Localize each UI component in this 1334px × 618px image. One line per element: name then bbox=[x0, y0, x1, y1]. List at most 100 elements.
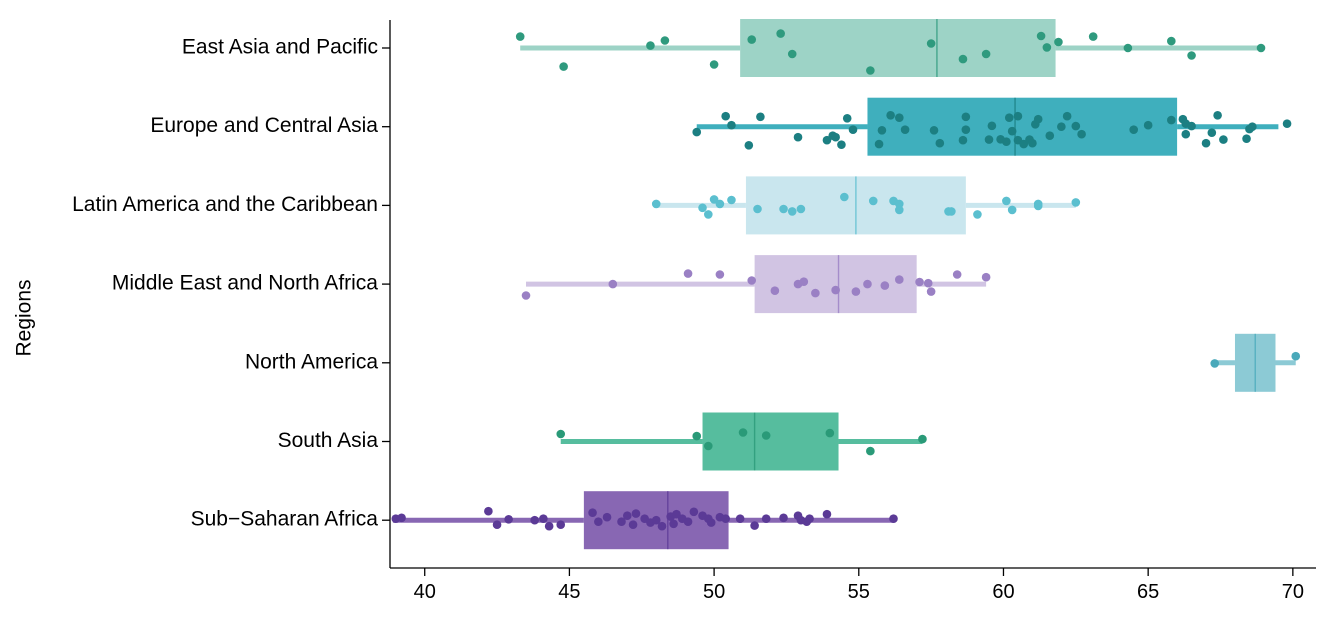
data-point-europe-and-central-asia bbox=[900, 125, 910, 134]
data-point-east-asia-and-pacific bbox=[1256, 43, 1266, 53]
data-point-middle-east-and-north-africa bbox=[831, 285, 840, 295]
category-label-sub-saharan-africa: Sub−Saharan Africa bbox=[191, 508, 379, 531]
data-point-east-asia-and-pacific bbox=[981, 49, 991, 59]
data-point-sub-saharan-africa bbox=[492, 520, 502, 529]
data-point-europe-and-central-asia bbox=[1002, 137, 1011, 146]
data-point-sub-saharan-africa bbox=[484, 506, 493, 516]
data-point-latin-america-and-the-caribbean bbox=[753, 204, 762, 214]
data-point-sub-saharan-africa bbox=[721, 514, 730, 523]
data-point-latin-america-and-the-caribbean bbox=[796, 204, 806, 214]
data-point-east-asia-and-pacific bbox=[1187, 51, 1196, 60]
data-point-europe-and-central-asia bbox=[1207, 128, 1217, 137]
data-point-europe-and-central-asia bbox=[756, 112, 765, 122]
data-point-middle-east-and-north-africa bbox=[683, 269, 693, 278]
data-point-europe-and-central-asia bbox=[1248, 122, 1257, 131]
data-point-europe-and-central-asia bbox=[874, 139, 884, 149]
data-point-europe-and-central-asia bbox=[987, 121, 997, 131]
box-middle-east-and-north-africa bbox=[754, 255, 917, 314]
category-label-north-america: North America bbox=[245, 350, 378, 373]
data-point-europe-and-central-asia bbox=[1282, 119, 1292, 128]
data-point-sub-saharan-africa bbox=[889, 514, 898, 523]
x-tick-label: 70 bbox=[1282, 581, 1304, 603]
data-point-europe-and-central-asia bbox=[1071, 121, 1081, 131]
data-point-europe-and-central-asia bbox=[935, 138, 945, 148]
data-point-sub-saharan-africa bbox=[672, 509, 681, 519]
data-point-sub-saharan-africa bbox=[628, 520, 638, 529]
data-point-europe-and-central-asia bbox=[1007, 126, 1017, 136]
data-point-europe-and-central-asia bbox=[886, 111, 895, 120]
data-point-latin-america-and-the-caribbean bbox=[715, 199, 725, 209]
data-point-sub-saharan-africa bbox=[689, 507, 699, 517]
data-point-europe-and-central-asia bbox=[837, 140, 846, 149]
data-point-middle-east-and-north-africa bbox=[799, 277, 809, 287]
data-point-europe-and-central-asia bbox=[793, 132, 803, 142]
data-point-south-asia bbox=[738, 428, 748, 437]
data-point-middle-east-and-north-africa bbox=[863, 279, 872, 289]
data-point-europe-and-central-asia bbox=[961, 125, 971, 134]
data-point-europe-and-central-asia bbox=[721, 111, 730, 121]
data-point-latin-america-and-the-caribbean bbox=[1033, 199, 1043, 209]
x-tick-label: 55 bbox=[848, 581, 870, 603]
category-label-latin-america-and-the-caribbean: Latin America and the Caribbean bbox=[72, 193, 378, 216]
data-point-south-asia bbox=[556, 429, 566, 439]
data-point-europe-and-central-asia bbox=[1242, 134, 1251, 143]
data-point-sub-saharan-africa bbox=[822, 509, 832, 519]
data-point-europe-and-central-asia bbox=[895, 113, 904, 122]
data-point-sub-saharan-africa bbox=[397, 513, 406, 523]
data-point-europe-and-central-asia bbox=[1187, 121, 1196, 131]
data-point-south-asia bbox=[866, 446, 875, 456]
data-point-east-asia-and-pacific bbox=[776, 29, 785, 38]
data-point-south-asia bbox=[692, 431, 702, 441]
data-point-europe-and-central-asia bbox=[1219, 135, 1228, 144]
category-label-middle-east-and-north-africa: Middle East and North Africa bbox=[112, 272, 378, 295]
data-point-middle-east-and-north-africa bbox=[952, 270, 962, 279]
x-tick-label: 45 bbox=[558, 581, 580, 603]
data-point-sub-saharan-africa bbox=[622, 511, 632, 520]
data-point-east-asia-and-pacific bbox=[958, 54, 968, 64]
data-point-south-asia bbox=[918, 434, 927, 444]
category-label-south-asia: South Asia bbox=[278, 429, 379, 452]
data-point-europe-and-central-asia bbox=[1028, 138, 1037, 148]
data-point-europe-and-central-asia bbox=[1062, 111, 1072, 121]
data-point-sub-saharan-africa bbox=[594, 517, 603, 526]
data-point-sub-saharan-africa bbox=[544, 521, 554, 531]
data-point-sub-saharan-africa bbox=[669, 519, 678, 529]
data-point-sub-saharan-africa bbox=[657, 521, 667, 531]
data-point-europe-and-central-asia bbox=[1129, 125, 1138, 134]
data-point-sub-saharan-africa bbox=[805, 514, 814, 523]
data-point-latin-america-and-the-caribbean bbox=[704, 210, 713, 219]
data-point-middle-east-and-north-africa bbox=[770, 286, 780, 296]
data-point-east-asia-and-pacific bbox=[709, 60, 719, 69]
data-point-europe-and-central-asia bbox=[1213, 111, 1222, 120]
data-point-latin-america-and-the-caribbean bbox=[895, 199, 904, 209]
data-point-sub-saharan-africa bbox=[556, 520, 566, 529]
data-point-sub-saharan-africa bbox=[602, 512, 612, 522]
data-point-europe-and-central-asia bbox=[1077, 129, 1086, 139]
data-point-latin-america-and-the-caribbean bbox=[1007, 205, 1017, 215]
data-point-europe-and-central-asia bbox=[1004, 113, 1014, 122]
x-tick-label: 60 bbox=[992, 581, 1014, 603]
x-tick-label: 50 bbox=[703, 581, 725, 603]
y-axis-title: Regions bbox=[13, 279, 36, 356]
data-point-europe-and-central-asia bbox=[727, 120, 736, 130]
data-point-east-asia-and-pacific bbox=[1054, 37, 1063, 47]
data-point-latin-america-and-the-caribbean bbox=[651, 199, 661, 209]
data-point-east-asia-and-pacific bbox=[1123, 43, 1133, 53]
data-point-sub-saharan-africa bbox=[588, 508, 597, 517]
data-point-sub-saharan-africa bbox=[504, 515, 513, 524]
data-point-middle-east-and-north-africa bbox=[915, 277, 924, 287]
data-point-europe-and-central-asia bbox=[929, 126, 939, 135]
data-point-middle-east-and-north-africa bbox=[811, 288, 820, 298]
data-point-europe-and-central-asia bbox=[1201, 138, 1211, 148]
data-point-south-asia bbox=[825, 428, 835, 438]
data-point-east-asia-and-pacific bbox=[747, 35, 757, 44]
data-point-latin-america-and-the-caribbean bbox=[895, 205, 904, 215]
data-point-middle-east-and-north-africa bbox=[981, 272, 991, 282]
data-point-east-asia-and-pacific bbox=[646, 41, 655, 50]
data-point-europe-and-central-asia bbox=[831, 132, 840, 142]
data-point-latin-america-and-the-caribbean bbox=[698, 203, 707, 213]
x-tick-label: 65 bbox=[1137, 581, 1159, 603]
data-point-sub-saharan-africa bbox=[735, 514, 745, 523]
data-point-latin-america-and-the-caribbean bbox=[868, 196, 878, 206]
data-point-latin-america-and-the-caribbean bbox=[947, 207, 956, 216]
